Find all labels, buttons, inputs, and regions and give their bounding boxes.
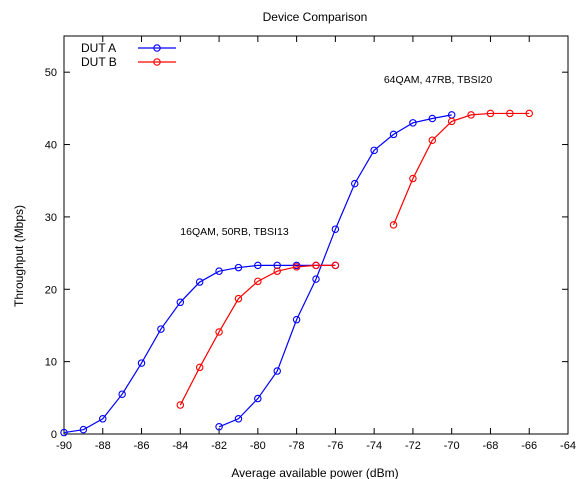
- data-point: [428, 114, 437, 123]
- data-point: [215, 328, 223, 336]
- plot-border: [63, 35, 569, 435]
- x-tick-label: -90: [56, 440, 72, 452]
- data-point: [118, 390, 126, 398]
- data-point: [254, 394, 262, 403]
- data-point: [351, 179, 359, 188]
- legend-marker: [153, 44, 161, 52]
- data-point: [428, 136, 437, 144]
- data-point: [312, 261, 320, 270]
- x-axis-title: Average available power (dBm): [231, 466, 398, 479]
- x-tick-label: -74: [366, 440, 382, 452]
- x-tick-label: -82: [211, 440, 227, 452]
- data-point: [409, 174, 417, 183]
- data-point: [370, 146, 378, 155]
- legend-marker: [153, 58, 161, 66]
- data-point: [195, 363, 204, 372]
- plot-frame: [63, 35, 569, 435]
- data-point: [234, 263, 243, 272]
- series-line: [179, 264, 336, 406]
- data-point: [273, 267, 281, 275]
- x-tick-label: -86: [134, 440, 150, 452]
- data-point: [195, 278, 204, 286]
- data-point: [389, 221, 398, 229]
- data-point: [331, 261, 340, 270]
- y-tick-label: 10: [45, 357, 57, 369]
- legend-label: DUT A: [81, 41, 116, 55]
- series-line: [218, 114, 452, 428]
- x-tick-label: -78: [289, 440, 305, 452]
- y-tick-label: 20: [45, 284, 57, 296]
- annotation-label: 64QAM, 47RB, TBSI20: [384, 74, 493, 86]
- data-point: [254, 277, 262, 286]
- series-line: [63, 264, 336, 434]
- x-tick-label: -66: [521, 440, 537, 452]
- y-axis-title: Throughput (Mbps): [12, 205, 26, 307]
- data-point: [525, 109, 533, 118]
- x-tick-label: -64: [560, 440, 576, 452]
- data-point: [292, 263, 301, 271]
- data-point: [467, 111, 475, 119]
- series-line: [392, 112, 530, 226]
- axis-ticks: -90 -88 -86 -84 -82 -80 -78 -76 -74 -72 -70 -68 -66 -…: [45, 36, 576, 452]
- y-tick-label: 0: [51, 429, 57, 441]
- x-tick-label: -76: [327, 440, 343, 452]
- x-tick-label: -68: [483, 440, 499, 452]
- data-point: [157, 325, 165, 333]
- data-point: [447, 117, 456, 126]
- x-tick-label: -84: [172, 440, 188, 452]
- chart-title: Device Comparison: [263, 10, 368, 24]
- y-tick-label: 40: [45, 140, 57, 152]
- data-point: [99, 415, 107, 423]
- series-dut-b: [176, 109, 533, 409]
- data-point: [215, 267, 223, 275]
- data-point: [331, 225, 340, 233]
- y-tick-label: 50: [45, 67, 57, 79]
- data-point: [60, 428, 68, 437]
- data-point: [176, 401, 185, 409]
- data-point: [273, 261, 281, 270]
- data-point: [389, 130, 398, 139]
- series-layer: [60, 109, 533, 437]
- annotation-label: 16QAM, 50RB, TBSI13: [180, 226, 289, 238]
- data-point: [137, 359, 146, 367]
- x-tick-label: -72: [405, 440, 421, 452]
- annotations: 16QAM, 50RB, TBSI13 64QAM, 47RB, TBSI20: [180, 74, 492, 238]
- series-dut-a: [60, 111, 456, 437]
- data-point: [292, 315, 301, 324]
- data-point: [176, 298, 185, 307]
- x-tick-label: -70: [444, 440, 460, 452]
- data-point: [254, 261, 262, 270]
- data-point: [234, 415, 243, 423]
- x-tick-label: -80: [250, 440, 266, 452]
- data-point: [409, 119, 417, 127]
- x-tick-label: -88: [95, 440, 111, 452]
- data-point: [234, 294, 243, 303]
- data-point: [506, 109, 514, 118]
- data-point: [486, 109, 495, 118]
- legend-label: DUT B: [81, 55, 117, 69]
- data-point: [273, 367, 281, 375]
- data-point: [312, 275, 320, 283]
- data-point: [79, 425, 88, 434]
- data-point: [215, 423, 223, 431]
- y-tick-label: 30: [45, 212, 57, 224]
